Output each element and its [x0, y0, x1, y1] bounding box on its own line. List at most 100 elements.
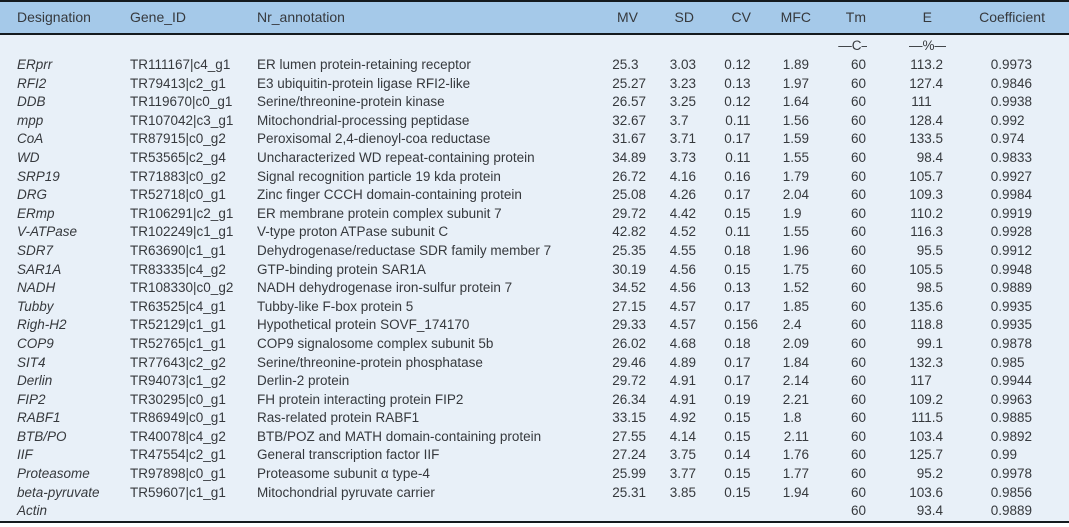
table-row: Tubby TR63525|c4_g1 Tubby-like F-box prote… — [0, 298, 1069, 317]
cell-coefficient: 0.9978 — [990, 466, 1032, 482]
col-header-e: E — [922, 9, 932, 25]
cell-cv: 0.170 — [724, 373, 751, 389]
cell-mfc: 2.09 — [782, 335, 809, 351]
cell-tm: 60 — [850, 410, 866, 426]
cell-annotation: Serine/threonine-protein kinase — [257, 94, 445, 110]
cell-tm: 60 — [850, 149, 866, 165]
cell-sd: 4.56 — [669, 261, 696, 277]
cell-mfc: 1.90 — [782, 205, 802, 221]
cell-tm: 60 — [850, 373, 866, 389]
cell-gene-id: TR52765|c1_g1 — [130, 335, 226, 351]
cell-sd: 3.85 — [669, 484, 696, 500]
cell-e: 103.6 — [909, 484, 943, 500]
cell-mv: 34.89 — [612, 149, 646, 165]
cell-sd: 3.25 — [669, 94, 696, 110]
cell-mfc: 1.64 — [782, 94, 809, 110]
cell-mfc: 1.96 — [782, 242, 809, 258]
table-row: CoA TR87915|c0_g2 Peroxisomal 2,4-dienoyl-… — [0, 130, 1069, 149]
cell-sd: 4.91 — [669, 373, 696, 389]
cell-designation: NADH — [17, 280, 56, 296]
cell-sd — [650, 502, 700, 522]
cell-gene-id: TR63690|c1_g1 — [130, 242, 226, 258]
table-row: mpp TR107042|c3_g1 Mitochondrial-processin… — [0, 112, 1069, 131]
cell-cv: 0.150 — [724, 466, 751, 482]
cell-gene-id: TR83335|c4_g2 — [130, 261, 226, 277]
units-cell-mfc — [760, 34, 812, 56]
cell-tm: 60 — [850, 205, 866, 221]
col-header-cv: CV — [731, 9, 751, 25]
cell-cv: 0.170 — [724, 354, 751, 370]
cell-mfc: 1.59 — [782, 131, 809, 147]
cell-gene-id: TR87915|c0_g2 — [130, 131, 226, 147]
cell-coefficient: 0.9912 — [990, 242, 1032, 258]
cell-mfc: 1.52 — [782, 280, 809, 296]
cell-e: 98.4 — [916, 149, 943, 165]
cell-sd: 3.03 — [669, 57, 696, 72]
cell-gene-id — [130, 502, 257, 522]
cell-e: 105.5 — [909, 261, 943, 277]
cell-gene-id: TR71883|c0_g2 — [130, 168, 226, 184]
cell-mv: 32.67 — [612, 112, 646, 128]
cell-cv: 0.140 — [724, 447, 751, 463]
cell-cv — [700, 502, 760, 522]
cell-mv: 26.02 — [612, 335, 646, 351]
cell-mv: 26.72 — [612, 168, 646, 184]
cell-annotation: ER membrane protein complex subunit 7 — [257, 205, 502, 221]
col-header-gene-id: Gene_ID — [130, 9, 187, 25]
cell-gene-id: TR40078|c4_g2 — [130, 428, 226, 444]
cell-annotation: Dehydrogenase/reductase SDR family membe… — [257, 242, 552, 258]
cell-tm: 60 — [850, 354, 866, 370]
cell-e: 105.7 — [909, 168, 943, 184]
cell-tm: 60 — [850, 317, 866, 333]
cell-sd: 3.23 — [669, 75, 696, 91]
cell-coefficient: 0.9856 — [990, 484, 1032, 500]
cell-mfc: 1.85 — [782, 298, 809, 314]
cell-sd: 3.71 — [669, 131, 696, 147]
cell-tm: 60 — [850, 466, 866, 482]
cell-annotation: BTB/POZ and MATH domain-containing prote… — [257, 428, 542, 444]
cell-coefficient: 0.9984 — [990, 187, 1032, 203]
table-row: Derlin TR94073|c1_g2 Derlin-2 protein 29.72… — [0, 372, 1069, 391]
cell-e: 125.7 — [909, 447, 943, 463]
cell-tm: 60 — [850, 391, 866, 407]
cell-annotation: Peroxisomal 2,4-dienoyl-coa reductase — [257, 131, 491, 147]
cell-designation: Proteasome — [17, 466, 90, 482]
cell-e: 109.2 — [909, 391, 943, 407]
cell-coefficient: 0.9846 — [990, 75, 1032, 91]
cell-cv: 0.180 — [724, 335, 751, 351]
col-header-sd: SD — [674, 9, 694, 25]
cell-mv: 33.15 — [612, 410, 646, 426]
cell-mv: 25.27 — [612, 75, 646, 91]
cell-e: 111.5 — [911, 410, 943, 426]
cell-mfc: 2.21 — [782, 391, 809, 407]
cell-cv: 0.150 — [724, 484, 751, 500]
table-row: FIP2 TR30295|c0_g1 FH protein interacting … — [0, 391, 1069, 410]
cell-cv: 0.110 — [725, 112, 751, 128]
cell-cv: 0.170 — [724, 131, 751, 147]
units-cell-annotation — [257, 34, 595, 56]
cell-mfc: 1.55 — [782, 149, 809, 165]
units-cell-gene_id — [130, 34, 257, 56]
units-percent: —%— — [908, 38, 946, 53]
cell-annotation: Proteasome subunit α type-4 — [257, 466, 430, 482]
cell-annotation: Mitochondrial-processing peptidase — [257, 112, 470, 128]
cell-designation: beta-pyruvate — [17, 484, 100, 500]
cell-mfc: 1.75 — [782, 261, 809, 277]
cell-e: 99.1 — [916, 335, 943, 351]
cell-tm: 60 — [850, 503, 866, 519]
cell-tm: 60 — [850, 242, 866, 258]
cell-gene-id: TR79413|c2_g1 — [130, 75, 226, 91]
units-cell-sd — [650, 34, 700, 56]
cell-mv: 30.19 — [612, 261, 646, 277]
cell-mv: 26.34 — [612, 391, 646, 407]
cell-gene-id: TR107042|c3_g1 — [130, 112, 234, 128]
cell-annotation: FH protein interacting protein FIP2 — [257, 391, 464, 407]
col-header-mfc: MFC — [780, 9, 811, 25]
cell-e: 95.2 — [916, 466, 943, 482]
cell-coefficient: 0.9944 — [990, 373, 1032, 389]
cell-tm: 60 — [850, 335, 866, 351]
cell-designation: BTB/PO — [17, 428, 67, 444]
cell-e: 110.2 — [910, 205, 943, 221]
cell-sd: 3.77 — [669, 466, 696, 482]
cell-coefficient: 0.9833 — [990, 149, 1032, 165]
